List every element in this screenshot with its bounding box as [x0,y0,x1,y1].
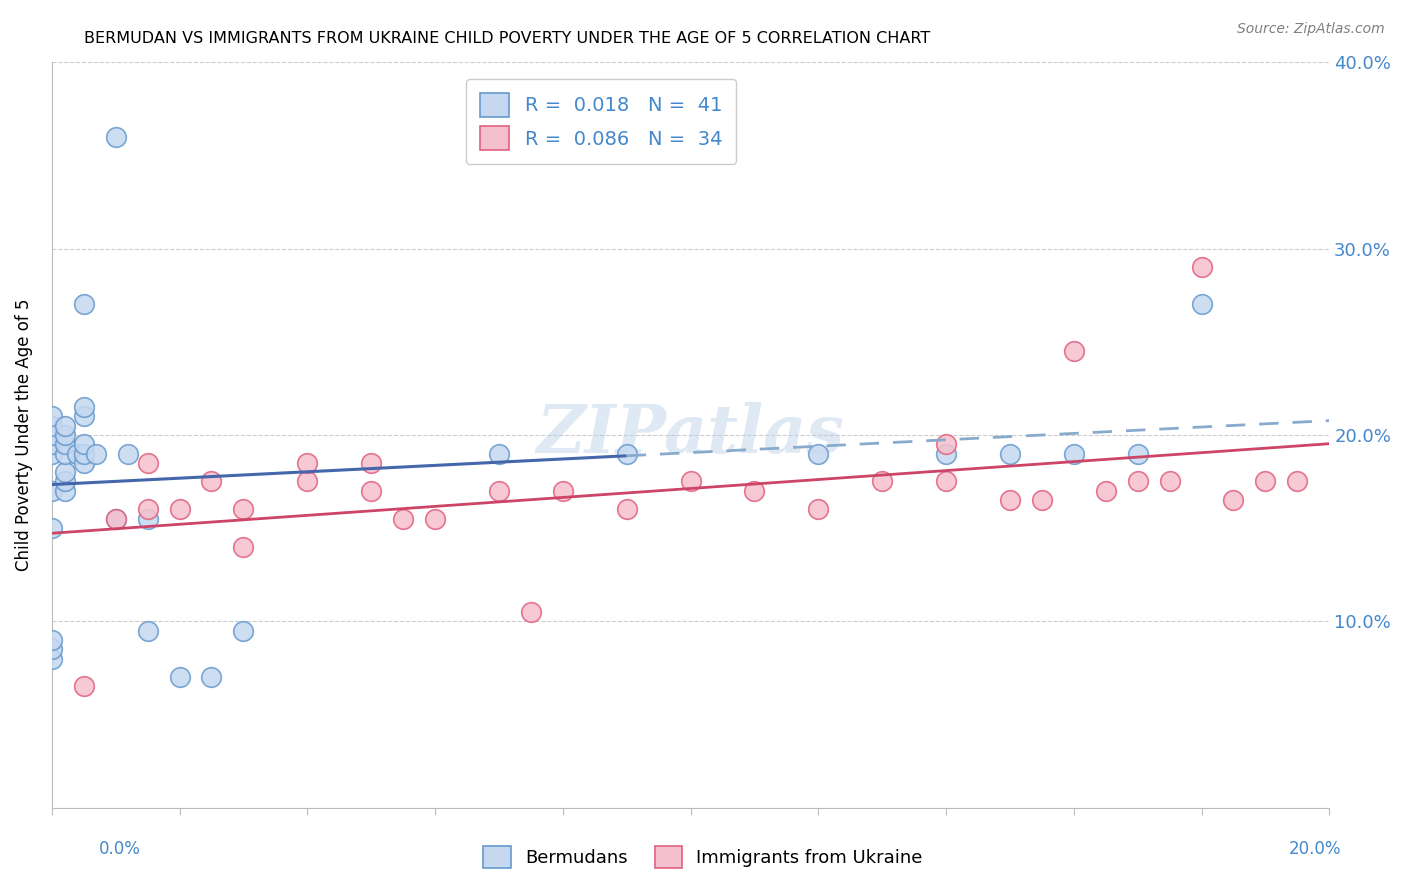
Point [53,475,76,489]
Point [41,651,63,665]
Point [1254,475,1277,489]
Point [53,465,76,479]
Point [169,670,191,684]
Point [41,521,63,535]
Point [1159,475,1181,489]
Point [807,502,830,516]
Point [53,483,76,498]
Point [104,512,127,526]
Point [935,437,957,451]
Point [41,418,63,433]
Point [86,446,108,460]
Point [41,483,63,498]
Point [488,483,510,498]
Point [488,446,510,460]
Text: 0.0%: 0.0% [98,840,141,858]
Point [136,624,159,638]
Point [870,475,893,489]
Point [41,428,63,442]
Point [616,502,638,516]
Point [53,437,76,451]
Point [1222,493,1244,508]
Point [41,642,63,657]
Point [232,540,254,554]
Point [392,512,415,526]
Point [136,456,159,470]
Point [744,483,766,498]
Point [232,624,254,638]
Point [616,446,638,460]
Point [53,418,76,433]
Point [73,297,96,311]
Point [41,446,63,460]
Point [41,437,63,451]
Point [998,493,1021,508]
Point [935,475,957,489]
Point [998,446,1021,460]
Point [53,428,76,442]
Point [1031,493,1053,508]
Point [297,456,319,470]
Point [232,502,254,516]
Text: ZIPatlas: ZIPatlas [537,402,845,467]
Point [136,512,159,526]
Point [679,475,702,489]
Point [73,400,96,414]
Point [297,475,319,489]
Point [200,670,222,684]
Point [551,483,574,498]
Text: Source: ZipAtlas.com: Source: ZipAtlas.com [1237,22,1385,37]
Point [73,409,96,424]
Point [935,446,957,460]
Point [1191,260,1213,274]
Point [360,483,382,498]
Point [66,446,89,460]
Point [1063,344,1085,359]
Text: BERMUDAN VS IMMIGRANTS FROM UKRAINE CHILD POVERTY UNDER THE AGE OF 5 CORRELATION: BERMUDAN VS IMMIGRANTS FROM UKRAINE CHIL… [84,31,931,46]
Point [360,456,382,470]
Point [423,512,446,526]
Y-axis label: Child Poverty Under the Age of 5: Child Poverty Under the Age of 5 [15,299,32,571]
Point [73,680,96,694]
Point [1094,483,1116,498]
Point [1126,446,1149,460]
Point [1126,475,1149,489]
Point [73,437,96,451]
Point [73,456,96,470]
Point [41,632,63,647]
Text: 20.0%: 20.0% [1288,840,1341,858]
Point [1191,297,1213,311]
Point [53,446,76,460]
Point [41,409,63,424]
Point [136,502,159,516]
Legend: R =  0.018   N =  41, R =  0.086   N =  34: R = 0.018 N = 41, R = 0.086 N = 34 [467,79,735,164]
Point [169,502,191,516]
Point [1063,446,1085,460]
Point [520,605,543,619]
Point [117,446,139,460]
Point [73,446,96,460]
Legend: Bermudans, Immigrants from Ukraine: Bermudans, Immigrants from Ukraine [472,835,934,879]
Point [807,446,830,460]
Point [200,475,222,489]
Point [104,512,127,526]
Point [104,129,127,144]
Point [1286,475,1309,489]
